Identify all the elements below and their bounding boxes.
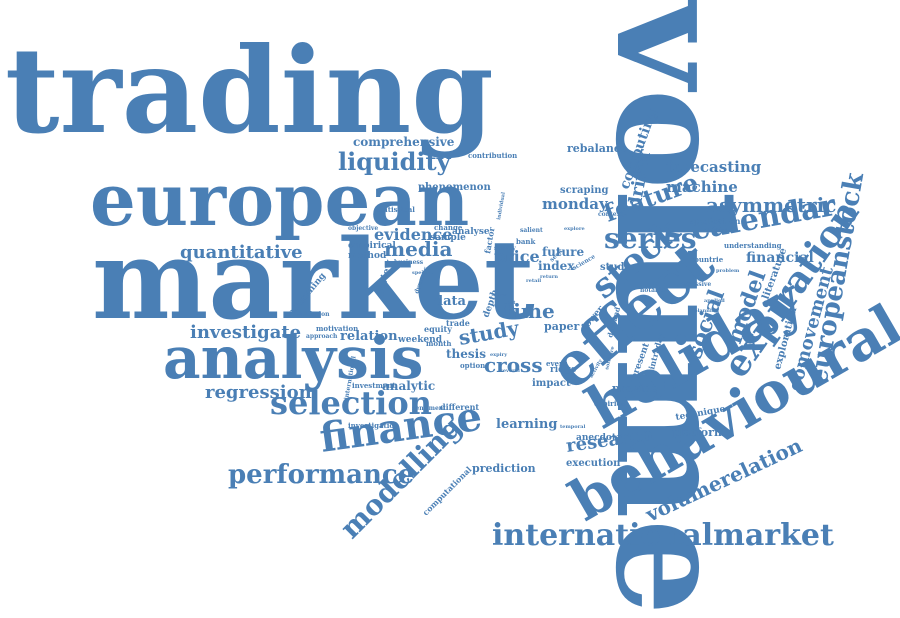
word-salient: salient: [520, 227, 543, 234]
word-business: business: [394, 259, 424, 266]
word-volume: volume: [582, 0, 761, 616]
word-studies: studies: [600, 262, 641, 273]
word-sample: sample: [430, 233, 466, 243]
word-investigate: investigate: [190, 322, 301, 343]
word-analysis: analysis: [163, 324, 423, 392]
word-month: month: [426, 339, 452, 348]
word-more: more: [492, 292, 506, 298]
word-bank: bank: [516, 237, 536, 246]
word-application: application: [690, 216, 741, 226]
word-problem: problem: [716, 268, 740, 274]
word-countrie: countrie: [690, 255, 724, 264]
word-time: time: [504, 299, 555, 323]
word-price: price: [494, 247, 540, 266]
word-monday: monday: [542, 195, 609, 213]
word-empirical: empirical: [348, 241, 396, 251]
word-investment: investment: [352, 381, 396, 390]
word-quantitative: quantitative: [180, 242, 303, 263]
word-machine: machine: [666, 178, 738, 196]
word-weekend: weekend: [397, 335, 443, 345]
word-trade: trade: [446, 318, 470, 328]
word-asymmetric: asymmetric: [706, 193, 836, 217]
word-motivation: motivation: [316, 324, 358, 333]
word-survey: survey: [494, 245, 516, 252]
word-equity: equity: [424, 324, 452, 334]
word-option: option: [460, 361, 485, 370]
word-expiries: expiries: [594, 399, 625, 408]
word-analytic: analytic: [382, 379, 435, 393]
word-method: method: [348, 251, 387, 261]
word-platform: platform: [672, 426, 726, 439]
word-excessive: excessive: [680, 281, 711, 288]
word-learning: learning: [496, 417, 557, 432]
word-notable: notable: [640, 287, 665, 294]
word-context: context: [598, 211, 623, 218]
word-temporal: temporal: [560, 424, 585, 430]
word-phenomenon: phenomenon: [418, 182, 491, 193]
word-statistical: statistical: [376, 205, 415, 214]
word-financial: financial: [746, 250, 814, 266]
word-series: series: [604, 222, 697, 255]
word-ridge: ridge: [550, 365, 577, 375]
word-approach: approach: [306, 333, 338, 340]
word-event: event: [546, 359, 568, 368]
word-execution: execution: [566, 458, 621, 469]
word-different: different: [440, 402, 479, 412]
word-planning: planning: [694, 308, 719, 314]
word-cross: cross: [484, 353, 543, 377]
word-specific: specific: [412, 270, 433, 276]
word-understanding: understanding: [724, 241, 782, 250]
word-retail: retail: [526, 278, 541, 284]
word-return: return: [540, 274, 558, 280]
word-explore: explore: [564, 226, 585, 232]
word-internationalmarket: internationalmarket: [492, 518, 834, 553]
word-rebalance: rebalance: [567, 142, 628, 155]
word-sentiment: sentiment: [412, 405, 446, 412]
word-cost: cost: [504, 300, 516, 306]
word-individual: individual: [496, 192, 507, 221]
word-european: european: [90, 157, 469, 242]
word-paper: paper: [544, 320, 580, 333]
word-index: index: [538, 259, 575, 273]
word-factor: factor: [482, 226, 497, 255]
word-impact: impact: [532, 378, 571, 389]
word-prediction: prediction: [472, 462, 536, 475]
word-forecasting: forecasting: [666, 158, 762, 176]
word-relation: relation: [340, 329, 398, 344]
word-media: media: [384, 237, 452, 261]
word-objective: objective: [348, 225, 378, 232]
word-scraping: scraping: [560, 185, 609, 196]
word-expiry: expiry: [490, 352, 508, 358]
word-anecdotal: anecdotal: [576, 433, 626, 443]
word-selection: selection: [270, 384, 432, 422]
word-evidence: evidence: [374, 225, 452, 244]
word-future: future: [542, 245, 584, 259]
word-regression: regression: [205, 382, 312, 403]
word-volatility: volatility: [701, 228, 728, 234]
word-market: market: [92, 215, 535, 344]
word-validation: validation: [295, 311, 330, 318]
word-thesis: thesis: [446, 347, 486, 361]
word-applied: applied: [704, 298, 725, 304]
word-performance: performance: [228, 460, 414, 490]
word-investigation: investigation: [348, 421, 399, 430]
word-analyse: analyse: [452, 227, 490, 237]
word-contribution: contribution: [468, 151, 517, 160]
word-trading: trading: [5, 21, 494, 160]
word-comprehensive: comprehensive: [353, 135, 455, 149]
word-provide: provide: [612, 382, 658, 395]
word-several: several: [500, 368, 520, 374]
word-liquidity: liquidity: [338, 147, 452, 176]
word-data: data: [434, 294, 467, 309]
word-change: change: [434, 223, 463, 232]
